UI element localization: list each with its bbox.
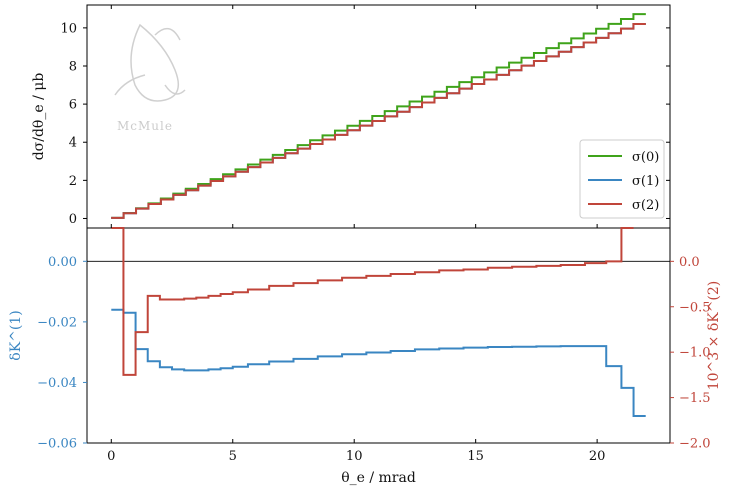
right-y-axis-label: 10^3 × δK^(2) <box>706 281 722 391</box>
bottom-series-line-1 <box>111 308 646 418</box>
logo-wing-shape <box>114 27 186 96</box>
x-tick-label-4: 20 <box>589 449 606 464</box>
top-y-tick-label-0: 0 <box>69 212 77 227</box>
top-y-axis-label: dσ/dθ_e / μb <box>31 73 47 161</box>
right-y-tick-label-0: −2.0 <box>679 437 711 452</box>
top-y-tick-label-3: 6 <box>69 98 77 113</box>
left-y-axis-label: δK^(1) <box>8 310 24 360</box>
bottom-series-line-2 <box>111 227 634 376</box>
top-y-tick-label-5: 10 <box>60 21 77 36</box>
top-y-tick-label-4: 8 <box>69 59 77 74</box>
right-y-tick-label-4: 0.0 <box>679 255 700 270</box>
legend-label-2: σ(1) <box>632 174 659 189</box>
logo-body-shape <box>130 23 180 102</box>
right-y-tick-label-3: −0.5 <box>679 300 711 315</box>
top-y-tick-label-2: 4 <box>69 136 77 151</box>
x-tick-label-0: 0 <box>107 449 115 464</box>
left-y-tick-label-2: −0.02 <box>37 315 77 330</box>
legend-label-3: σ(2) <box>632 198 659 213</box>
x-tick-label-3: 15 <box>467 449 484 464</box>
right-y-tick-label-2: −1.0 <box>679 346 711 361</box>
x-tick-label-2: 10 <box>346 449 363 464</box>
x-tick-label-1: 5 <box>229 449 237 464</box>
left-y-tick-label-3: 0.00 <box>48 255 77 270</box>
x-axis-label: θ_e / mrad <box>341 470 416 486</box>
right-y-tick-label-1: −1.5 <box>679 391 711 406</box>
legend: σ(0) σ(1) σ(2) <box>579 139 665 219</box>
top-series-line-3 <box>111 23 646 219</box>
watermark-label: McMule <box>117 119 173 133</box>
top-series-line-1 <box>111 13 646 219</box>
top-y-tick-label-1: 2 <box>69 174 77 189</box>
legend-label-1: σ(0) <box>632 150 659 165</box>
mcmule-logo: McMule <box>114 23 186 133</box>
left-y-tick-label-1: −0.04 <box>37 376 77 391</box>
bottom-plot-frame <box>86 227 671 444</box>
left-y-tick-label-0: −0.06 <box>37 437 77 452</box>
